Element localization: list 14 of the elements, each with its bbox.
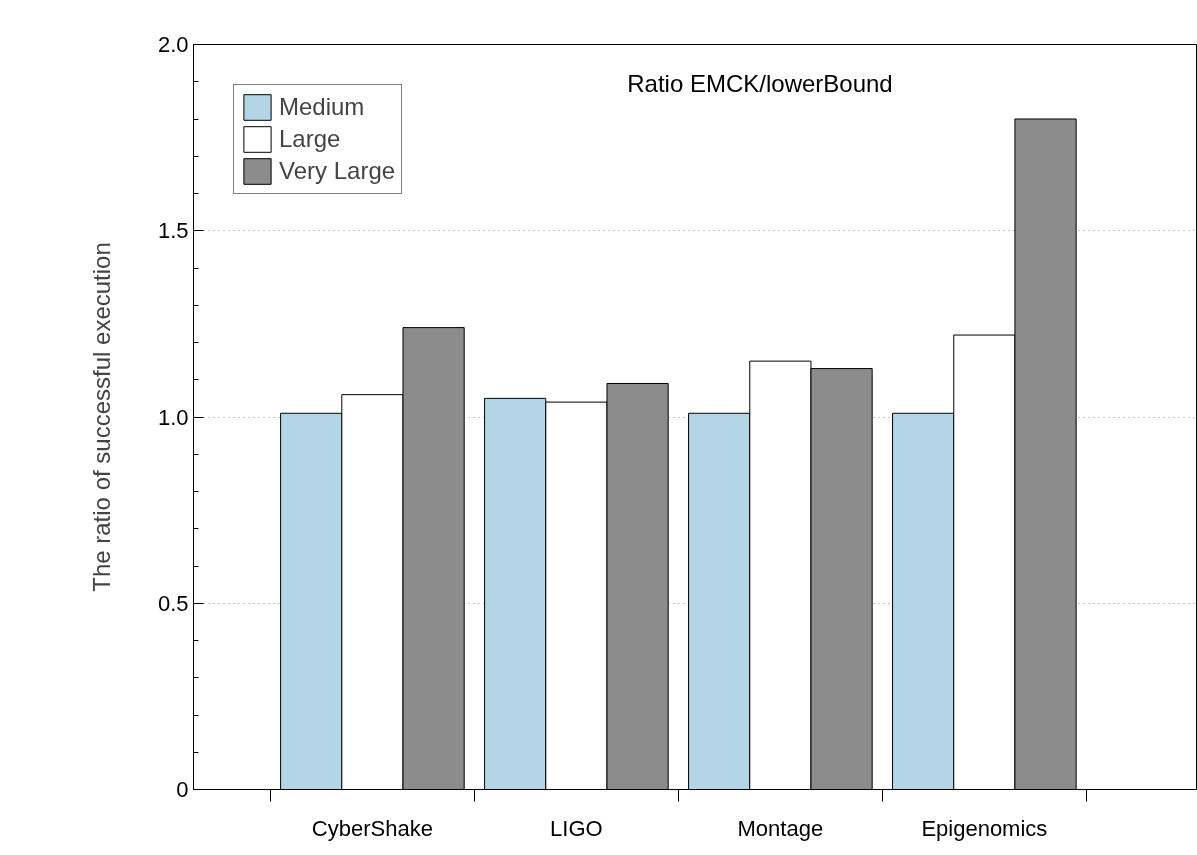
legend-label: Medium [279, 92, 365, 122]
y-tick-label: 0.5 [157, 590, 189, 616]
text: Ratio EMCK/lowerBound [627, 69, 893, 97]
legend-label: Large [279, 124, 341, 154]
y-tick-label: 2.0 [157, 32, 189, 57]
y-axis-title: The ratio of successful execution [87, 242, 115, 592]
y-tick-label: 1.5 [157, 218, 189, 244]
legend-label: Very Large [279, 156, 396, 186]
x-tick-label: LIGO [550, 815, 603, 841]
x-tick-label: Epigenomics [921, 815, 1048, 841]
x-tick-label: Montage [737, 815, 824, 841]
y-tick-label: 1.0 [157, 404, 189, 430]
x-tick-label: CyberShake [311, 815, 433, 841]
y-tick-label: 0 [176, 777, 189, 802]
